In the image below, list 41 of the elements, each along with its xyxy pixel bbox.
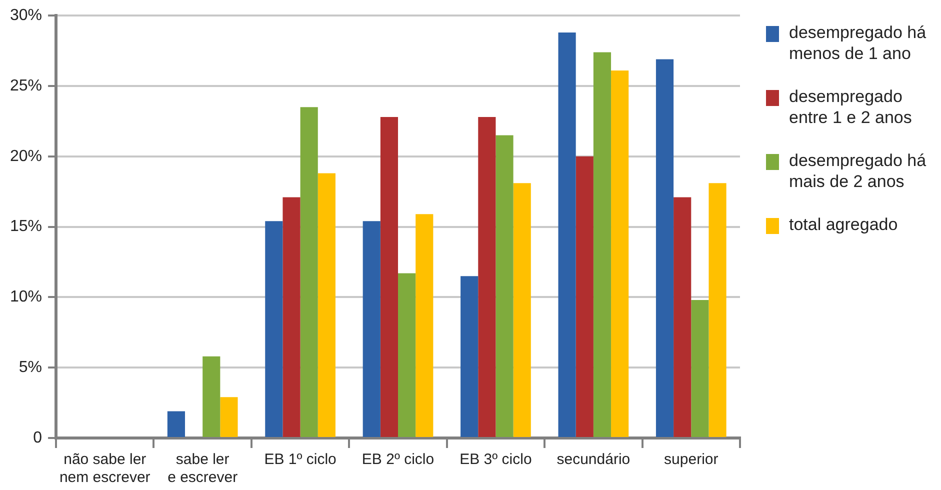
bar bbox=[611, 70, 629, 437]
bar bbox=[558, 32, 576, 437]
bar bbox=[398, 273, 416, 437]
bar bbox=[202, 356, 220, 437]
bar bbox=[656, 59, 674, 437]
x-tick-label: sabe ler e escrever bbox=[168, 451, 238, 486]
bar bbox=[576, 156, 594, 437]
bar bbox=[416, 214, 434, 437]
legend-label: desempregado há mais de 2 anos bbox=[789, 150, 928, 192]
bar bbox=[220, 397, 238, 437]
y-tick-label: 15% bbox=[10, 218, 42, 236]
x-tick-label: não sabe ler nem escrever bbox=[59, 451, 150, 486]
x-tick-label: EB 2º ciclo bbox=[362, 451, 434, 468]
x-tick-label: secundário bbox=[556, 451, 630, 468]
y-tick-label: 0 bbox=[33, 429, 42, 446]
bar bbox=[265, 221, 283, 437]
y-tick-label: 5% bbox=[18, 359, 42, 376]
x-tick-label: EB 3º ciclo bbox=[460, 451, 532, 468]
x-tick-label: superior bbox=[664, 451, 718, 468]
bar bbox=[691, 300, 709, 437]
legend-label: desempregado há menos de 1 ano bbox=[789, 22, 928, 64]
bar bbox=[362, 221, 380, 437]
bar bbox=[460, 276, 478, 437]
y-tick-label: 25% bbox=[10, 77, 42, 94]
y-tick-label: 20% bbox=[10, 148, 42, 165]
bar bbox=[513, 183, 531, 437]
legend-label: total agregado bbox=[789, 214, 899, 235]
bar bbox=[674, 197, 692, 437]
bar bbox=[300, 107, 318, 437]
bar bbox=[282, 197, 300, 437]
y-tick-label: 30% bbox=[10, 7, 42, 24]
y-tick-label: 10% bbox=[10, 288, 42, 306]
bar bbox=[708, 183, 726, 437]
bar bbox=[593, 52, 612, 437]
bar bbox=[318, 173, 336, 437]
legend-label: desempregado entre 1 e 2 anos bbox=[789, 86, 913, 128]
bar bbox=[167, 411, 185, 437]
bar bbox=[496, 135, 514, 437]
bar bbox=[478, 116, 496, 437]
x-tick-label: EB 1º ciclo bbox=[264, 451, 336, 468]
bar bbox=[380, 116, 398, 437]
